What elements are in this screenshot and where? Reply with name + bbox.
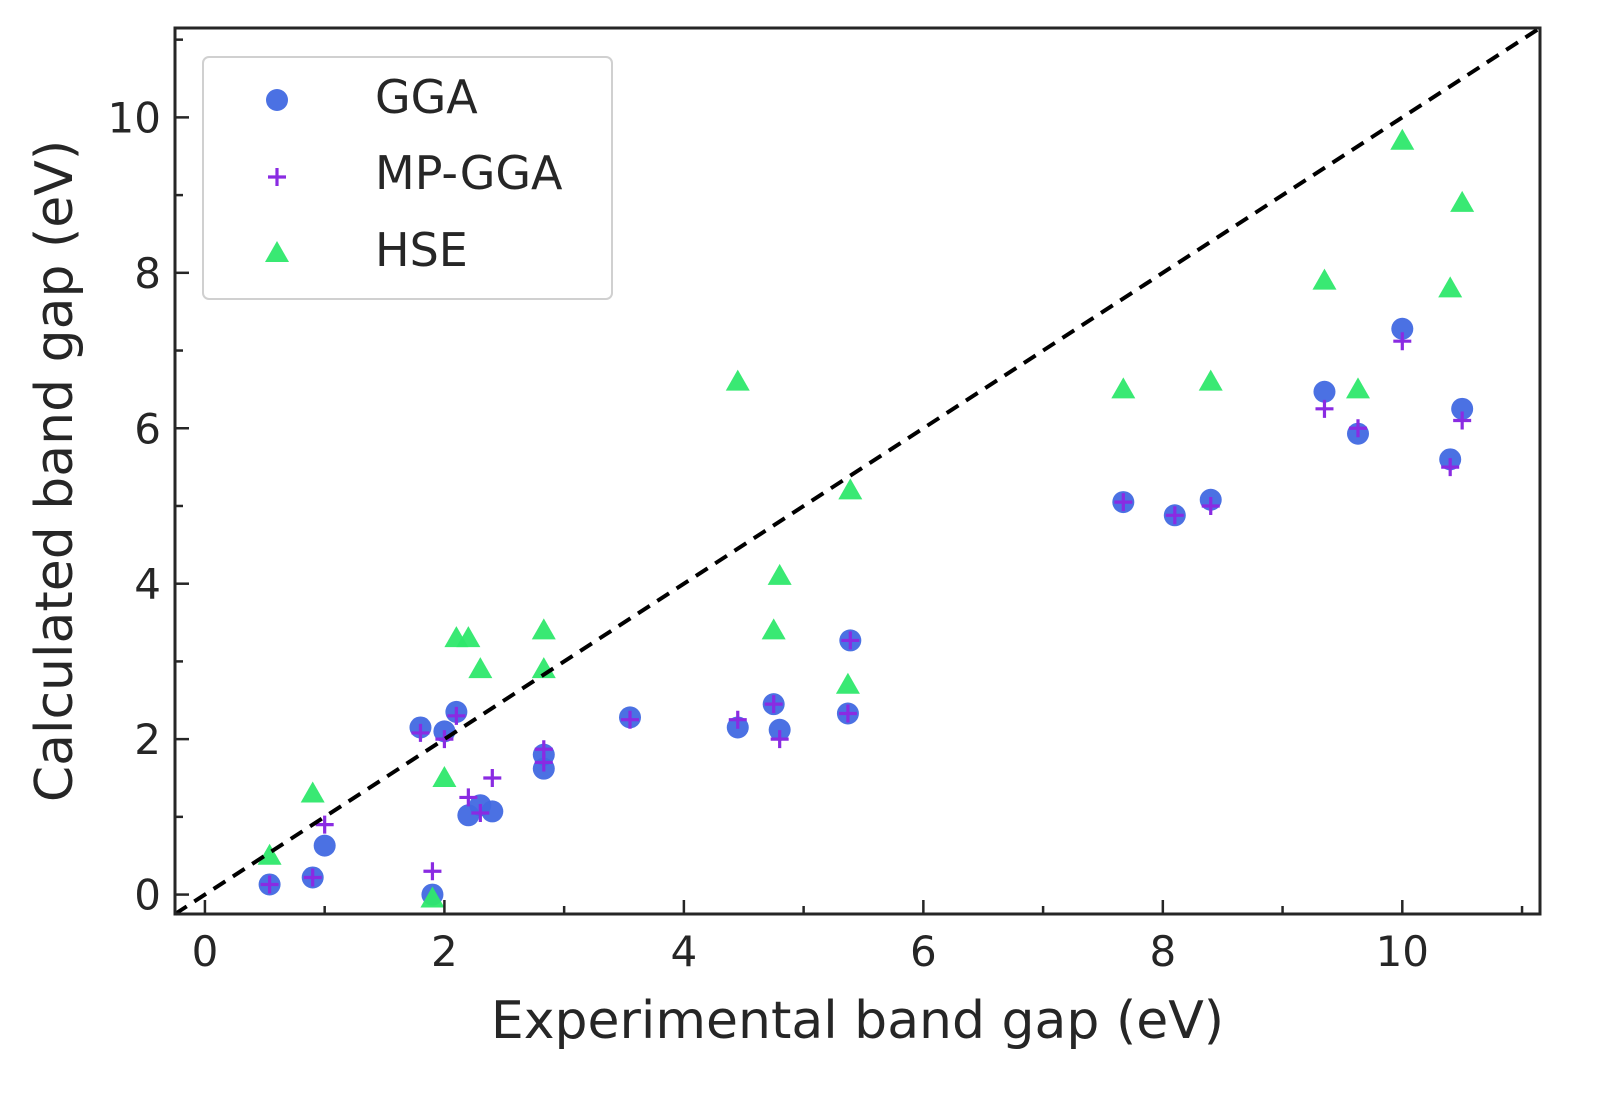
data-point-mp-gga bbox=[1441, 458, 1460, 477]
data-point-hse bbox=[456, 626, 481, 648]
data-point-mp-gga bbox=[435, 730, 454, 749]
data-point-hse bbox=[1390, 128, 1415, 150]
data-point-mp-gga bbox=[1165, 506, 1184, 525]
legend: GGA MP-GGA HSE bbox=[202, 56, 613, 300]
data-point-hse bbox=[1346, 377, 1370, 399]
y-tick-label: 10 bbox=[108, 93, 161, 142]
data-point-mp-gga bbox=[423, 862, 442, 881]
data-point-hse bbox=[1111, 377, 1136, 399]
y-tick-label: 2 bbox=[134, 715, 161, 764]
legend-box bbox=[202, 56, 613, 300]
y-axis-title: Calculated band gap (eV) bbox=[25, 140, 85, 802]
data-point-hse bbox=[531, 618, 556, 640]
data-point-hse bbox=[300, 781, 325, 803]
data-layer bbox=[257, 128, 1475, 908]
data-point-mp-gga bbox=[471, 803, 490, 822]
data-point-mp-gga bbox=[483, 768, 502, 787]
x-tick-label: 2 bbox=[431, 927, 458, 976]
data-point-hse bbox=[1198, 369, 1223, 391]
data-point-mp-gga bbox=[1453, 411, 1472, 430]
series-hse bbox=[257, 128, 1475, 908]
y-tick-label: 6 bbox=[134, 404, 161, 453]
y-tick-label: 0 bbox=[134, 871, 161, 920]
data-point-mp-gga bbox=[411, 723, 430, 742]
data-point-mp-gga bbox=[838, 704, 857, 723]
data-point-hse bbox=[725, 369, 750, 391]
data-point-mp-gga bbox=[764, 695, 783, 714]
legend-marker-hse bbox=[265, 241, 289, 262]
data-point-hse bbox=[468, 657, 493, 679]
data-point-mp-gga bbox=[841, 631, 860, 650]
x-axis-title: Experimental band gap (eV) bbox=[491, 991, 1224, 1051]
data-point-mp-gga bbox=[534, 740, 553, 759]
data-point-mp-gga bbox=[315, 815, 334, 834]
data-point-mp-gga bbox=[728, 710, 747, 729]
plot-frame bbox=[173, 26, 1542, 916]
data-point-mp-gga bbox=[447, 706, 466, 725]
data-point-hse bbox=[1450, 190, 1475, 212]
x-tick-label: 10 bbox=[1376, 927, 1429, 976]
data-point-mp-gga bbox=[260, 875, 279, 894]
y-tick-label: 8 bbox=[134, 249, 161, 298]
data-point-hse bbox=[835, 672, 860, 694]
legend-markers bbox=[265, 89, 289, 262]
data-point-gga bbox=[1391, 317, 1414, 340]
data-point-hse bbox=[257, 843, 282, 865]
data-point-gga bbox=[313, 834, 336, 857]
data-point-mp-gga bbox=[1393, 332, 1412, 351]
data-point-hse bbox=[761, 618, 786, 640]
data-point-hse bbox=[1438, 276, 1463, 298]
data-point-mp-gga bbox=[1114, 493, 1133, 512]
legend-label-gga: GGA bbox=[375, 70, 478, 124]
data-point-mp-gga bbox=[1315, 399, 1334, 418]
legend-marker-mp-gga bbox=[268, 168, 286, 186]
data-point-mp-gga bbox=[459, 788, 478, 807]
x-tick-labels: 0 2 4 6 8 10 bbox=[192, 927, 1429, 976]
data-point-mp-gga bbox=[1349, 419, 1367, 438]
data-point-mp-gga bbox=[621, 710, 639, 729]
data-point-gga bbox=[1451, 397, 1474, 420]
legend-marker-gga bbox=[266, 89, 288, 111]
data-point-hse bbox=[1312, 268, 1337, 290]
y-tick-labels: 0 2 4 6 8 10 bbox=[108, 93, 161, 919]
x-tick-label: 4 bbox=[671, 927, 698, 976]
data-point-mp-gga bbox=[770, 730, 789, 749]
data-point-gga bbox=[481, 800, 504, 823]
legend-label-hse: HSE bbox=[375, 223, 468, 277]
data-point-hse bbox=[767, 563, 792, 585]
data-point-hse bbox=[838, 478, 863, 500]
data-point-mp-gga bbox=[1201, 496, 1220, 515]
x-tick-label: 0 bbox=[192, 927, 219, 976]
series-mp-gga bbox=[260, 332, 1472, 894]
data-point-gga bbox=[1313, 380, 1336, 403]
x-tick-label: 6 bbox=[910, 927, 937, 976]
data-point-hse bbox=[432, 765, 457, 787]
data-point-hse bbox=[420, 886, 445, 908]
legend-label-mp-gga: MP-GGA bbox=[375, 146, 563, 200]
reference-diagonal-line bbox=[173, 26, 1542, 916]
x-tick-label: 8 bbox=[1149, 927, 1176, 976]
y-tick-label: 4 bbox=[134, 560, 161, 609]
data-point-gga bbox=[768, 718, 791, 741]
data-point-mp-gga bbox=[303, 868, 322, 887]
